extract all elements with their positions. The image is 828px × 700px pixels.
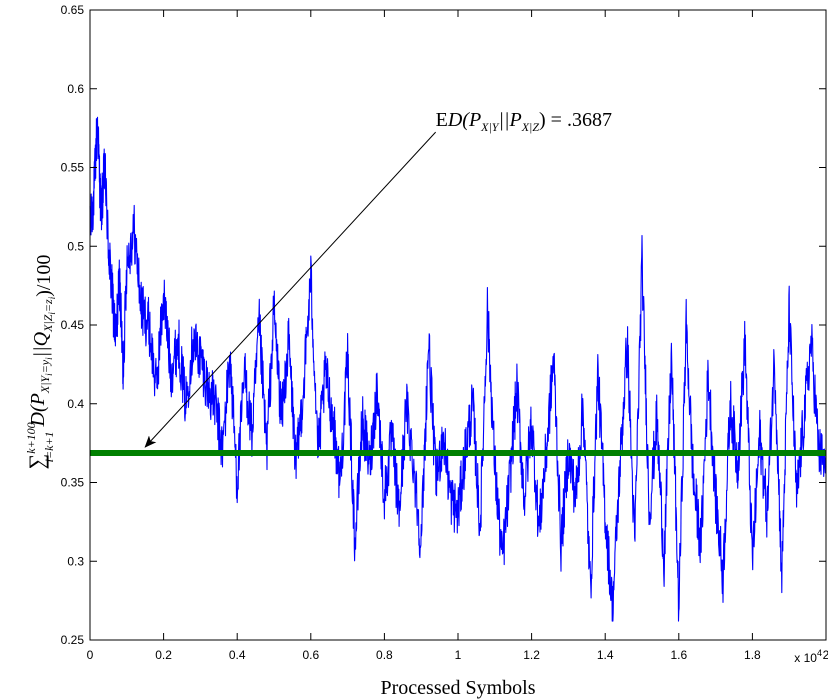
x-tick-label: 1.2 [523,648,540,662]
q-sub-eq: =z [41,299,55,312]
y-tick-label: 0.6 [67,82,84,96]
annotation-arrow [144,131,437,448]
x-tick-label: 0.4 [229,648,246,662]
series-line-0 [89,116,827,622]
separator: ||Q [30,331,52,357]
x-tick-label: 0.6 [302,648,319,662]
y-tick-label: 0.45 [61,318,85,332]
q-subscript: X|Z [41,314,55,333]
sum-lower: i=k+1 [42,431,56,462]
p-sub-index-2: i [44,357,54,360]
annotation-prefix: E [436,109,448,131]
multiplier-base: x 10 [794,651,817,665]
annotation-separator: ||P [498,109,521,131]
y-axis-title: ∑k+100 i=k+1 D(PX|Yi=yi||QX|Zi=zi)/100 [24,255,57,470]
divergence-close: )/100 [33,255,55,297]
annotation-text: ED(PX|Y||PX|Z) = .3687 [436,109,612,134]
x-tick-label: 0.2 [155,648,172,662]
p-sub-index: i [44,373,54,376]
x-tick-label: 1.8 [744,648,761,662]
y-tick-label: 0.25 [61,633,85,647]
x-tick-label: 1.4 [597,648,614,662]
sum-upper: k+100 [24,422,38,453]
plot-frame [89,9,827,641]
x-axis-multiplier: x 104 [794,648,822,665]
annotation-q-subscript: X|Z [521,120,540,134]
annotation-body: D(P [447,109,481,131]
y-tick-label: 0.65 [61,3,85,17]
x-tick-label: 1 [455,648,462,662]
sum-symbol: ∑ [24,454,49,470]
y-tick-label: 0.5 [67,239,84,253]
x-tick-label: 1.6 [670,648,687,662]
x-tick-label: 0.8 [376,648,393,662]
q-sub-index: i [47,312,57,315]
annotation-p-subscript: X|Y [480,120,500,134]
y-tick-label: 0.55 [61,161,85,175]
p-sub-eq: =y [38,359,52,373]
y-tick-label: 0.4 [67,397,84,411]
divergence-open: D(P [27,393,49,431]
p-subscript: X|Y [38,375,52,395]
multiplier-exponent: 4 [817,648,822,658]
y-tick-label: 0.35 [61,476,85,490]
annotation-value: ) = .3687 [539,109,612,131]
y-axis-title-text: ∑k+100 i=k+1 D(PX|Yi=yi||QX|Zi=zi)/100 [24,255,57,470]
y-tick-label: 0.3 [67,554,84,568]
x-axis-title: Processed Symbols [381,677,536,699]
x-tick-label: 2 [823,648,828,662]
x-tick-label: 0 [87,648,94,662]
q-sub-index-2: i [47,296,57,299]
